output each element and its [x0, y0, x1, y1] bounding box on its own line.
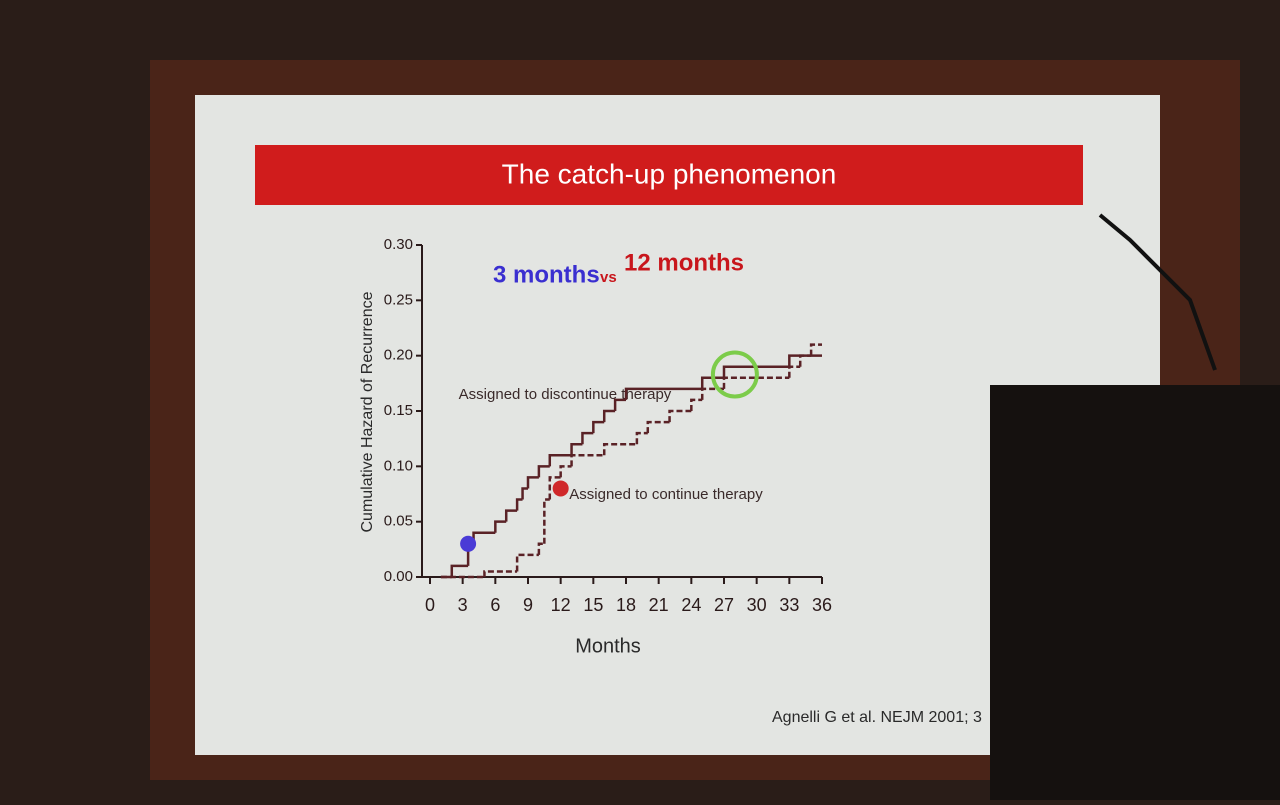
step: [581, 431, 594, 445]
y-tick-label: 0.05: [384, 513, 413, 530]
step: [494, 520, 507, 533]
microphone: [1098, 213, 1217, 371]
step: [559, 465, 572, 478]
x-tick-label: 18: [616, 595, 636, 615]
step: [602, 442, 637, 456]
marker: [552, 480, 569, 497]
x-tick-label: 21: [649, 595, 669, 615]
y-tick-label: 0.00: [384, 568, 413, 585]
plot: 0.000.050.100.150.200.250.300 3 6 9 12 15 18 21…: [384, 236, 832, 615]
step: [483, 570, 518, 577]
step: [700, 376, 724, 389]
step: [809, 343, 822, 356]
x-tick-label: 12: [551, 595, 571, 615]
y-tick-label: 0.15: [384, 402, 413, 419]
headline: 12 months: [624, 249, 744, 276]
x-tick-label: 36: [812, 595, 832, 615]
step: [515, 498, 523, 511]
step: [602, 409, 616, 423]
step: [526, 476, 539, 489]
x-tick-label: 6: [490, 595, 500, 615]
step: [798, 354, 812, 367]
x-tick-label: 0: [425, 595, 435, 615]
x-tick-label: 27: [714, 595, 734, 615]
step: [548, 454, 572, 467]
step: [537, 465, 550, 478]
slide-title: The catch-up phenomenon: [502, 158, 837, 189]
step: [504, 509, 518, 522]
step: [788, 365, 801, 378]
step: [700, 387, 724, 400]
x-tick-label: 15: [583, 595, 603, 615]
x-axis-label: Months: [575, 635, 641, 657]
step: [690, 398, 703, 411]
step: [646, 420, 670, 434]
step: [570, 454, 605, 467]
highlight-ring: [710, 350, 759, 399]
headline: 3 months: [493, 261, 600, 288]
y-axis-label: Cumulative Hazard of Recurrence: [359, 291, 376, 532]
y-tick-label: 0.30: [384, 236, 413, 253]
step: [548, 476, 561, 500]
y-tick-label: 0.25: [384, 291, 413, 308]
marker: [460, 535, 477, 552]
title-bar: [255, 145, 1083, 205]
step: [722, 376, 790, 389]
step: [635, 431, 648, 445]
step: [613, 398, 626, 411]
step: [570, 442, 583, 456]
step: [521, 487, 528, 500]
podium: [990, 385, 1280, 800]
step: [592, 420, 605, 434]
x-tick-label: 9: [523, 595, 533, 615]
annotation: Assigned to continue therapy: [569, 486, 763, 503]
step: [515, 553, 539, 572]
x-tick-label: 30: [747, 595, 767, 615]
step: [450, 564, 469, 577]
x-tick-label: 3: [458, 595, 468, 615]
headline: vs: [600, 269, 617, 286]
x-tick-label: 33: [779, 595, 799, 615]
y-tick-label: 0.20: [384, 347, 413, 364]
step: [537, 542, 545, 555]
citation: Agnelli G et al. NEJM 2001; 3: [772, 709, 982, 726]
x-tick-label: 24: [681, 595, 701, 615]
y-tick-label: 0.10: [384, 457, 413, 474]
step: [624, 387, 703, 400]
step: [722, 365, 790, 378]
step: [668, 409, 692, 423]
step: [543, 498, 550, 544]
